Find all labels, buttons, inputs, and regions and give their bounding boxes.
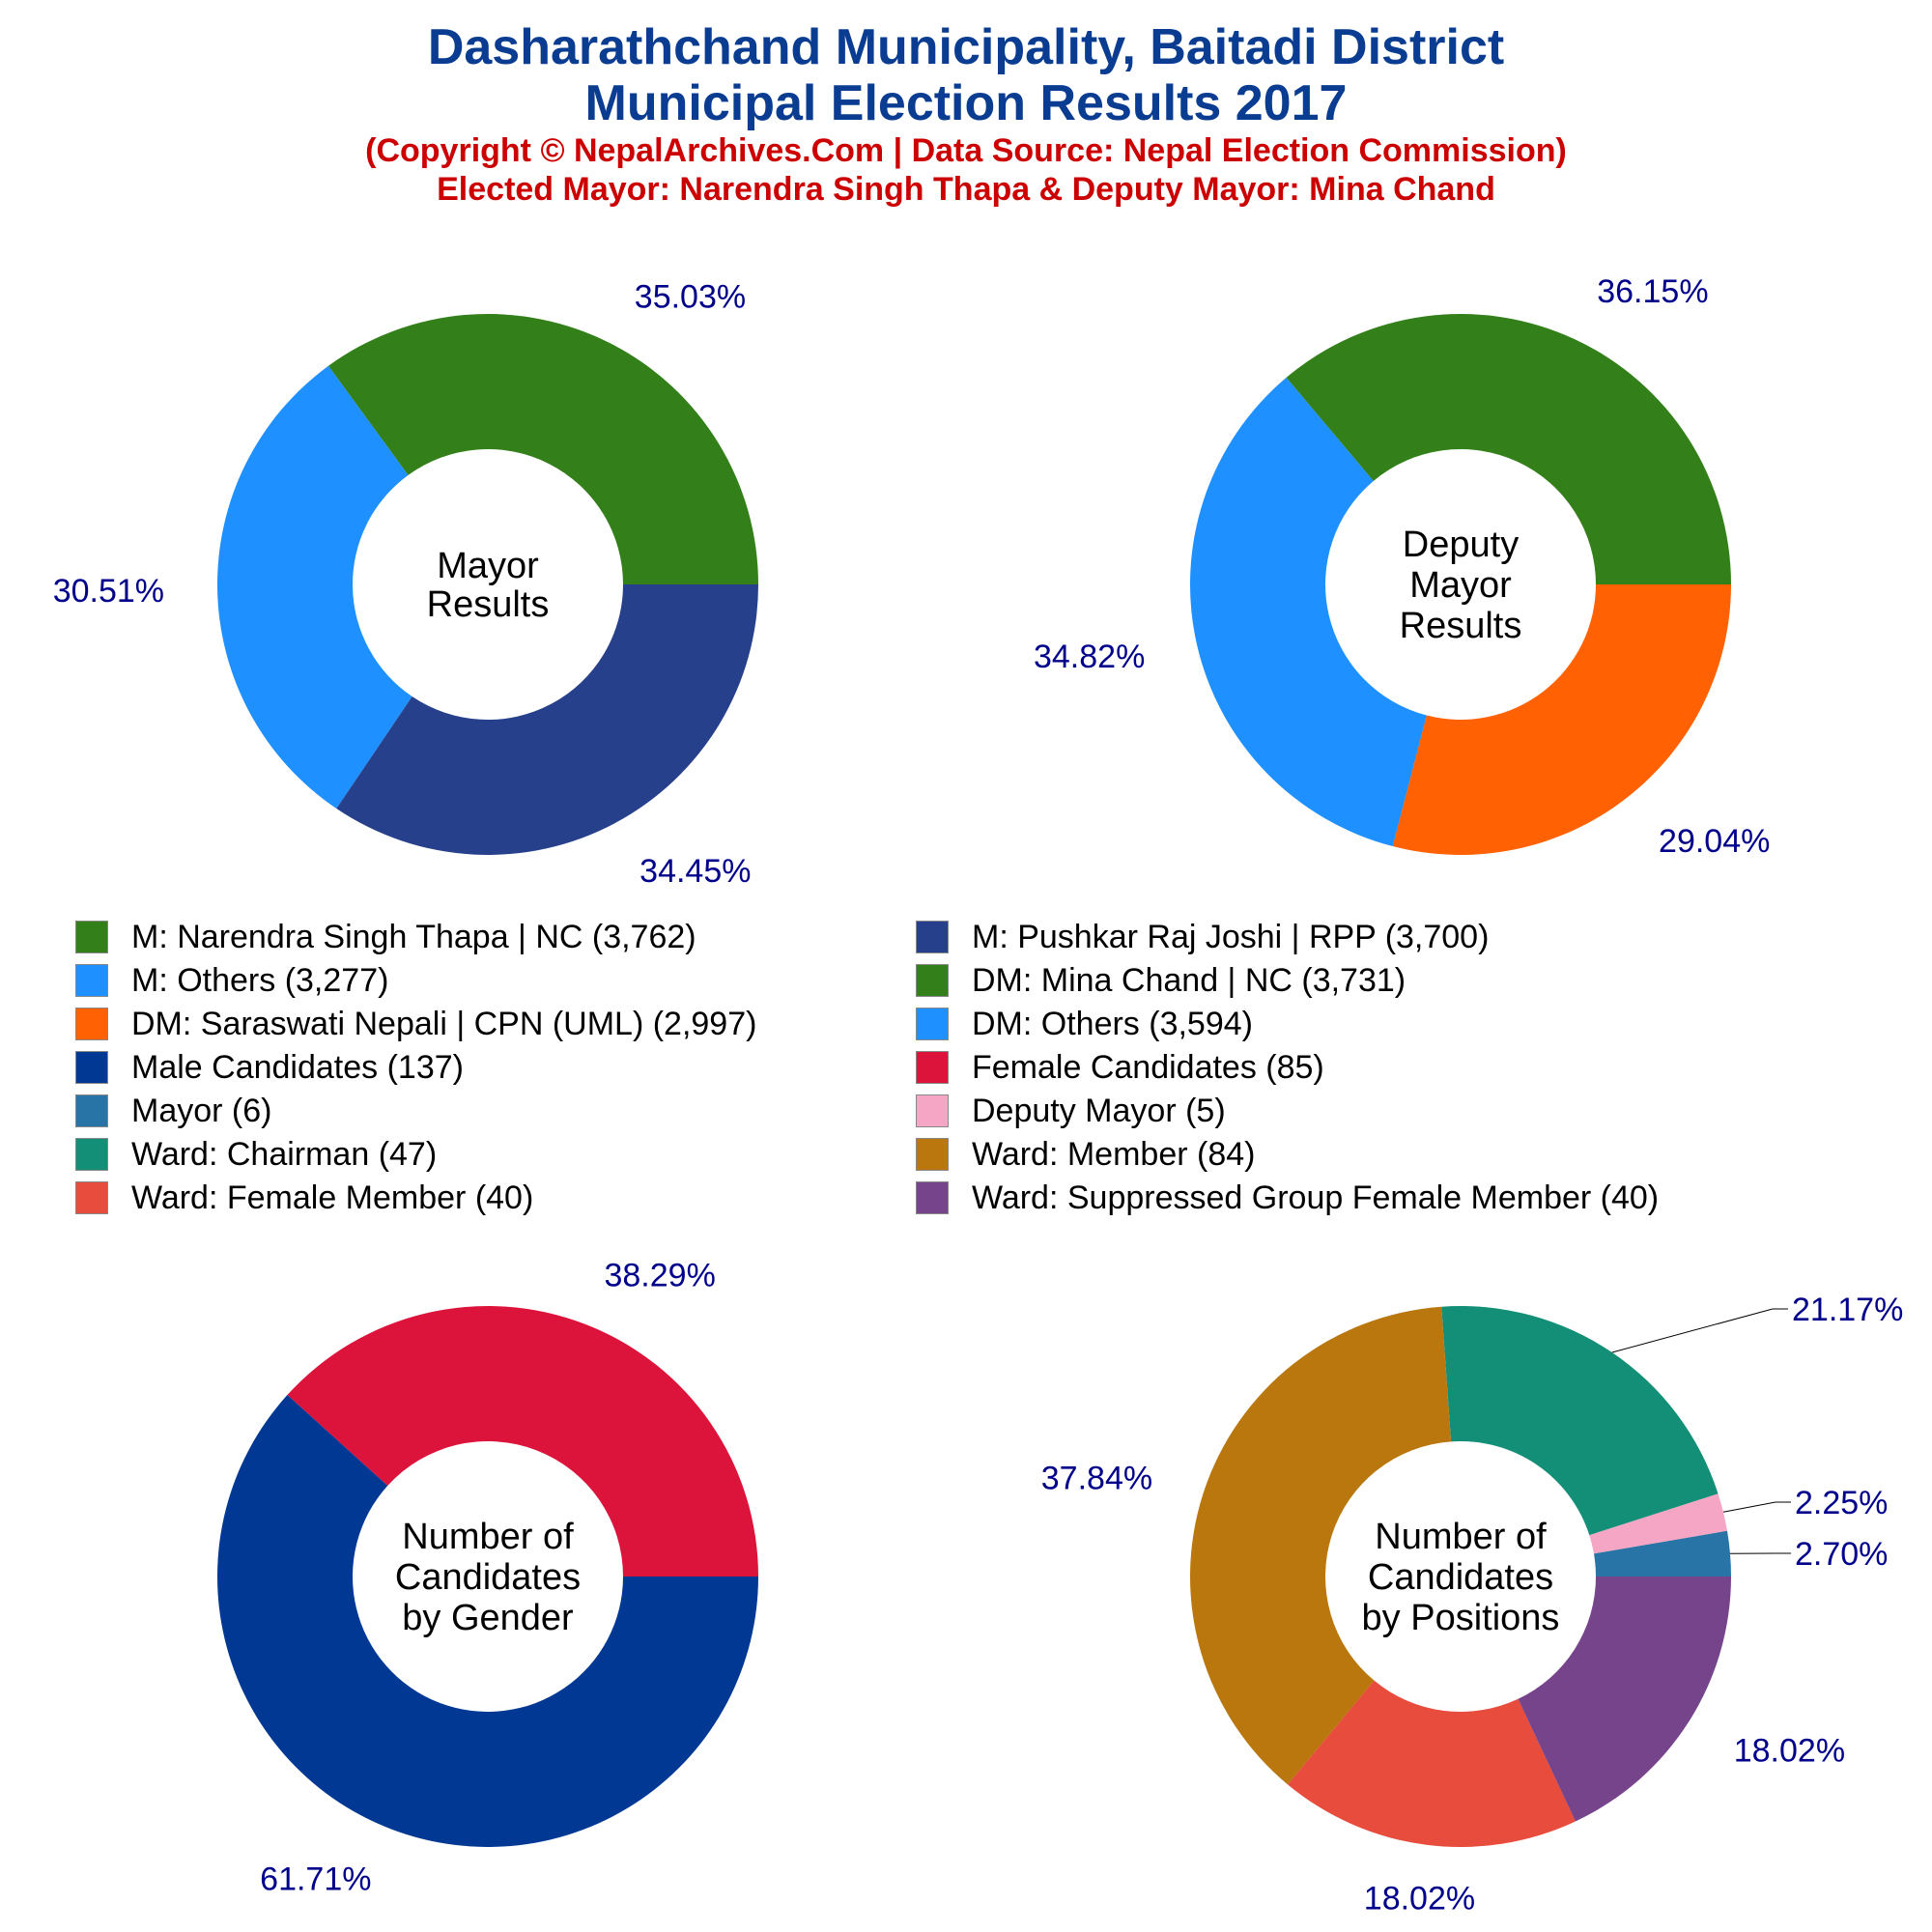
legend-label: M: Others (3,277) (131, 961, 389, 999)
donut-slice (1589, 1493, 1727, 1554)
elected-line: Elected Mayor: Narendra Singh Thapa & De… (437, 171, 1495, 208)
legend-swatch (75, 1051, 108, 1084)
legend-label: DM: Saraswati Nepali | CPN (UML) (2,997) (131, 1005, 757, 1042)
donut-slice (1392, 584, 1731, 856)
slice-percent-label: 38.29% (604, 1257, 715, 1293)
donut-slice (327, 314, 758, 584)
donut-chart-4: 2.70% 2.25% 21.17% 37.84% 18.02% 18.02% Number… (1041, 1292, 1904, 1917)
legend-item: DM: Saraswati Nepali | CPN (UML) (2,997) (75, 1003, 756, 1045)
slice-percent-label: 21.17% (1792, 1292, 1903, 1328)
donut-center-label: by Positions (1362, 1598, 1560, 1638)
slice-percent-label: 2.70% (1795, 1536, 1888, 1573)
legend-swatch (75, 921, 108, 953)
legend-swatch (916, 964, 949, 997)
donut-slice (1189, 1306, 1452, 1785)
legend-label: Ward: Member (84) (972, 1135, 1256, 1173)
legend-label: M: Narendra Singh Thapa | NC (3,762) (131, 918, 696, 955)
slice-percent-label: 36.15% (1597, 273, 1708, 310)
legend-item: M: Others (3,277) (75, 959, 388, 1002)
label-leader-line (1611, 1308, 1788, 1353)
legend-label: Ward: Chairman (47) (131, 1135, 438, 1173)
legend-item: Male Candidates (137) (75, 1046, 464, 1089)
legend-item: M: Narendra Singh Thapa | NC (3,762) (75, 916, 696, 958)
label-leader-line (1722, 1501, 1791, 1513)
slice-percent-label: 29.04% (1659, 823, 1770, 860)
donut-slice (1518, 1577, 1731, 1822)
legend-label: DM: Mina Chand | NC (3,731) (972, 961, 1406, 999)
copyright-line: (Copyright © NepalArchives.Com | Data So… (365, 132, 1567, 169)
legend-item: Ward: Member (84) (916, 1133, 1255, 1176)
slice-percent-label: 2.25% (1795, 1485, 1888, 1521)
slice-percent-label: 18.02% (1734, 1733, 1845, 1770)
legend-swatch (75, 1008, 108, 1040)
donut-center-label: Deputy (1403, 525, 1519, 565)
legend-swatch (916, 921, 949, 953)
slice-percent-label: 18.02% (1364, 1880, 1475, 1917)
legend-label: Female Candidates (85) (972, 1048, 1324, 1086)
donut-slice (217, 1395, 759, 1848)
legend-swatch (75, 964, 108, 997)
legend-label: Ward: Suppressed Group Female Member (40… (972, 1179, 1660, 1216)
title-line-2: Municipal Election Results 2017 (584, 75, 1348, 131)
donut-center-label: by Gender (402, 1598, 574, 1638)
donut-slice (1441, 1306, 1719, 1536)
legend-swatch (75, 1138, 108, 1171)
donut-slice (1286, 314, 1731, 584)
legend-item: Ward: Female Member (40) (75, 1177, 533, 1219)
legend-item: Ward: Suppressed Group Female Member (40… (916, 1177, 1659, 1219)
donut-center-label: Number of (402, 1517, 574, 1557)
slice-percent-label: 34.82% (1034, 639, 1145, 675)
legend-item: Deputy Mayor (5) (916, 1090, 1226, 1132)
donut-center-label: Results (427, 584, 550, 625)
slice-percent-label: 35.03% (635, 278, 746, 315)
donut-center-label: Results (1400, 606, 1522, 646)
title-line-1: Dasharathchand Municipality, Baitadi Dis… (427, 19, 1505, 75)
donut-slice (1190, 377, 1427, 847)
donut-center-label: Candidates (395, 1557, 581, 1598)
legend-label: M: Pushkar Raj Joshi | RPP (3,700) (972, 918, 1490, 955)
slice-percent-label: 30.51% (53, 573, 164, 610)
slice-percent-label: 61.71% (260, 1861, 371, 1898)
legend-item: DM: Mina Chand | NC (3,731) (916, 959, 1406, 1002)
legend-swatch (75, 1181, 108, 1214)
legend-swatch (916, 1138, 949, 1171)
donut-slice (1288, 1680, 1576, 1847)
donut-center-label: Candidates (1368, 1557, 1553, 1598)
legend-label: Deputy Mayor (5) (972, 1092, 1226, 1129)
legend-label: Male Candidates (137) (131, 1048, 464, 1086)
legend-item: Mayor (6) (75, 1090, 271, 1132)
legend-label: Mayor (6) (131, 1092, 272, 1129)
donut-slice (336, 584, 758, 855)
legend-swatch (916, 1181, 949, 1214)
legend-item: Ward: Chairman (47) (75, 1133, 437, 1176)
donut-slice (287, 1306, 758, 1577)
chart-header: Dasharathchand Municipality, Baitadi Dis… (0, 19, 1932, 209)
legend-label: Ward: Female Member (40) (131, 1179, 534, 1216)
slice-percent-label: 37.84% (1041, 1460, 1152, 1496)
donut-slice (216, 365, 412, 810)
legend-swatch (916, 1094, 949, 1127)
donut-center-label: Mayor (437, 546, 539, 586)
slice-percent-label: 34.45% (639, 853, 751, 890)
legend-swatch (916, 1008, 949, 1040)
legend-item: M: Pushkar Raj Joshi | RPP (3,700) (916, 916, 1489, 958)
legend-label: DM: Others (3,594) (972, 1005, 1253, 1042)
legend-swatch (75, 1094, 108, 1127)
donut-center-label: Number of (1375, 1517, 1547, 1557)
legend-item: Female Candidates (85) (916, 1046, 1324, 1089)
legend-swatch (916, 1051, 949, 1084)
legend-item: DM: Others (3,594) (916, 1003, 1253, 1045)
donut-slice (1593, 1530, 1731, 1577)
donut-center-label: Mayor (1409, 565, 1512, 606)
